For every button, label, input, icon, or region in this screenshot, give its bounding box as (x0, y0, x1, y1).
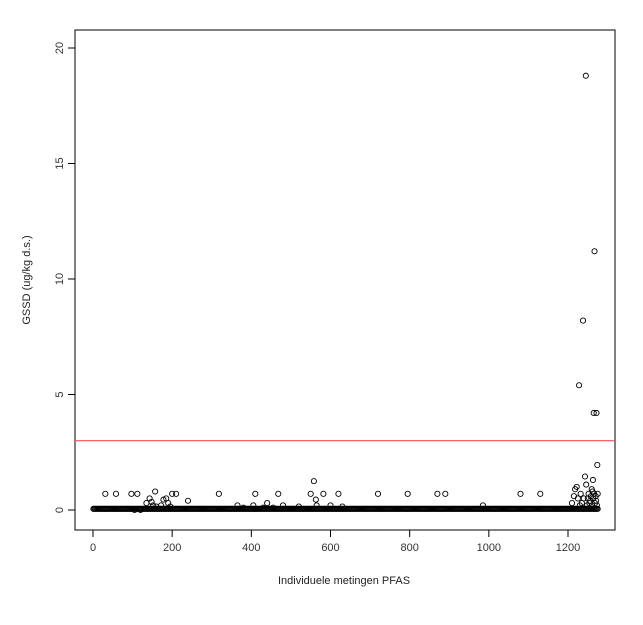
data-point (327, 502, 334, 509)
x-tick-label: 1200 (556, 542, 580, 554)
data-point (160, 496, 167, 503)
data-point (167, 503, 174, 510)
data-point (279, 502, 287, 509)
x-tick-label: 0 (90, 542, 96, 554)
data-point (310, 478, 317, 485)
data-point (374, 490, 382, 497)
data-point (146, 495, 153, 502)
data-points (90, 72, 601, 514)
data-point (234, 502, 241, 509)
data-point (576, 382, 583, 389)
data-point (260, 504, 267, 511)
data-point (335, 490, 342, 497)
data-point (404, 490, 411, 497)
data-point (442, 490, 449, 497)
data-point (594, 505, 601, 512)
data-point (307, 490, 314, 497)
data-point (313, 502, 320, 509)
data-point (150, 502, 157, 509)
data-point (158, 502, 165, 509)
y-tick-label: 20 (54, 42, 66, 54)
data-point (583, 481, 590, 488)
data-point (252, 490, 259, 497)
data-point (148, 498, 155, 505)
x-tick-label: 1000 (477, 542, 501, 554)
data-point (537, 490, 544, 497)
data-point (593, 409, 600, 417)
data-point (568, 500, 576, 507)
data-point (184, 497, 192, 504)
data-point (137, 506, 144, 514)
data-point (143, 500, 150, 507)
y-axis-title: GSSD (ug/kg d.s.) (21, 235, 33, 324)
data-point (582, 72, 589, 79)
data-point (173, 490, 180, 497)
data-point (517, 490, 524, 497)
y-axis: 0 5 10 15 20 (54, 42, 76, 513)
data-point (312, 496, 319, 503)
data-point (134, 490, 141, 497)
data-point (574, 495, 581, 502)
data-point (590, 409, 597, 417)
data-point (579, 317, 587, 324)
data-point (580, 495, 587, 502)
data-point (264, 500, 271, 507)
data-point (591, 248, 598, 255)
data-point (593, 497, 600, 504)
data-point (131, 506, 138, 514)
data-point (102, 490, 109, 497)
data-point (215, 490, 222, 497)
data-point (169, 490, 176, 497)
y-tick-label: 5 (54, 391, 66, 397)
data-point (573, 483, 580, 490)
data-point (577, 490, 584, 497)
data-point (593, 502, 600, 509)
data-point (165, 500, 172, 507)
data-point (295, 503, 302, 510)
data-point (594, 461, 601, 469)
y-tick-label: 10 (54, 273, 66, 285)
data-point (594, 490, 601, 497)
data-point (434, 490, 441, 497)
x-tick-label: 200 (163, 542, 181, 554)
data-point (112, 490, 120, 497)
data-point (250, 502, 257, 509)
data-point (270, 504, 277, 511)
x-axis-title: Individuele metingen PFAS (278, 575, 410, 587)
data-point (581, 473, 589, 480)
x-tick-label: 800 (400, 542, 418, 554)
plot-frame (74, 29, 616, 531)
data-point (320, 490, 327, 497)
data-point (275, 490, 282, 497)
data-point (339, 503, 346, 510)
x-axis: 0 200 400 600 800 1000 1200 (90, 529, 580, 554)
data-point (589, 476, 596, 484)
data-point (479, 502, 486, 509)
y-tick-label: 0 (54, 507, 66, 513)
x-tick-label: 600 (321, 542, 339, 554)
data-point (128, 490, 135, 497)
x-tick-label: 400 (242, 542, 260, 554)
y-tick-label: 15 (54, 157, 66, 169)
data-point (152, 488, 159, 495)
data-point (240, 504, 247, 511)
